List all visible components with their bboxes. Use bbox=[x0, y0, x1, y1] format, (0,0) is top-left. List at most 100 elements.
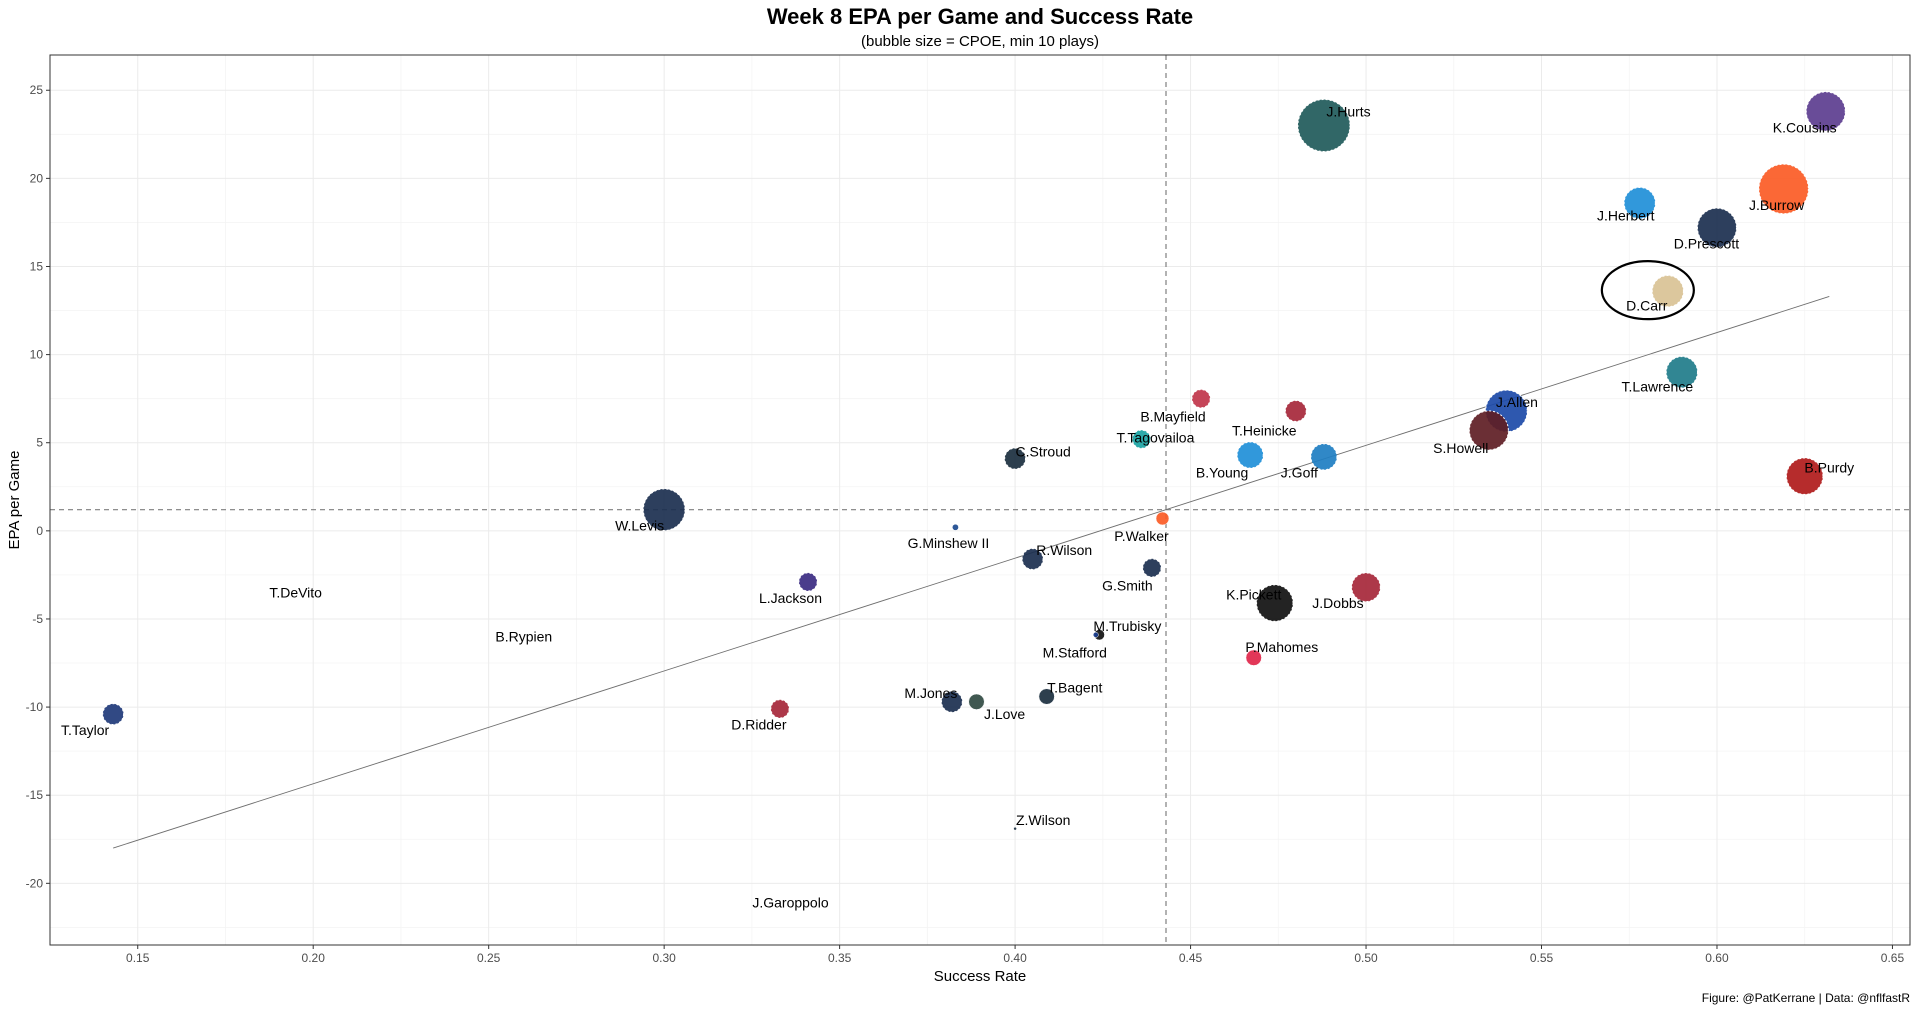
bubble-z-wilson bbox=[1013, 826, 1017, 831]
bubble-t-heinicke bbox=[1284, 400, 1307, 422]
y-tick-label: 10 bbox=[30, 348, 44, 362]
y-axis-title: EPA per Game bbox=[6, 451, 23, 550]
label-t-bagent: T.Bagent bbox=[1047, 680, 1102, 696]
axis-ticks: 0.15 0.20 0.25 0.30 0.35 0.40 0.45 0.50 0.55 0.60… bbox=[26, 83, 1905, 965]
label-t-heinicke: T.Heinicke bbox=[1232, 422, 1297, 438]
label-d-ridder: D.Ridder bbox=[731, 717, 787, 733]
x-tick-label: 0.15 bbox=[126, 951, 150, 965]
bubble-g-smith bbox=[1142, 558, 1162, 578]
chart-subtitle: (bubble size = CPOE, min 10 plays) bbox=[861, 33, 1099, 50]
reference-lines bbox=[50, 55, 1910, 945]
point-labels: J.Hurts K.Cousins J.Burrow J.Herbert D.Presc… bbox=[61, 103, 1854, 910]
label-b-purdy: B.Purdy bbox=[1804, 459, 1854, 475]
x-axis-title: Success Rate bbox=[934, 968, 1027, 985]
chart-title: Week 8 EPA per Game and Success Rate bbox=[767, 4, 1193, 29]
bubble-t-lawrence bbox=[1665, 356, 1698, 389]
y-tick-label: -20 bbox=[26, 876, 44, 890]
x-tick-label: 0.45 bbox=[1179, 951, 1203, 965]
bubble-s-howell bbox=[1468, 410, 1509, 451]
label-j-herbert: J.Herbert bbox=[1597, 207, 1655, 223]
label-m-trubisky: M.Trubisky bbox=[1093, 618, 1161, 634]
x-tick-label: 0.25 bbox=[477, 951, 501, 965]
label-t-lawrence: T.Lawrence bbox=[1622, 378, 1694, 394]
bubble-l-jackson bbox=[798, 572, 818, 592]
label-l-jackson: L.Jackson bbox=[759, 590, 822, 606]
label-b-rypien: B.Rypien bbox=[495, 629, 552, 645]
label-d-carr: D.Carr bbox=[1626, 297, 1668, 313]
bubble-g-minshew-ii bbox=[952, 523, 959, 531]
label-t-devito: T.DeVito bbox=[269, 585, 322, 601]
label-g-minshew-ii: G.Minshew II bbox=[908, 535, 990, 551]
label-p-mahomes: P.Mahomes bbox=[1245, 639, 1318, 655]
bubble-b-mayfield bbox=[1191, 389, 1211, 409]
bubble-j-hurts bbox=[1297, 98, 1351, 152]
label-s-howell: S.Howell bbox=[1433, 440, 1488, 456]
plot-area bbox=[50, 55, 1910, 945]
chart-caption: Figure: @PatKerrane | Data: @nflfastR bbox=[1702, 991, 1911, 1005]
label-b-young: B.Young bbox=[1196, 465, 1248, 481]
bubble-m-stafford bbox=[1092, 631, 1099, 638]
label-b-mayfield: B.Mayfield bbox=[1140, 408, 1205, 424]
x-tick-label: 0.20 bbox=[302, 951, 326, 965]
grid-lines bbox=[50, 55, 1910, 945]
x-tick-label: 0.65 bbox=[1881, 951, 1905, 965]
plot-border bbox=[49, 54, 1911, 946]
label-z-wilson: Z.Wilson bbox=[1016, 812, 1070, 828]
bubble-m-jones bbox=[941, 690, 963, 713]
label-d-prescott: D.Prescott bbox=[1674, 236, 1739, 252]
label-j-garoppolo: J.Garoppolo bbox=[752, 895, 828, 911]
bubble-w-levis bbox=[642, 488, 686, 531]
y-tick-label: 15 bbox=[30, 259, 44, 273]
label-j-hurts: J.Hurts bbox=[1326, 103, 1370, 119]
label-t-tagovailoa: T.Tagovailoa bbox=[1117, 429, 1195, 445]
bubble-p-mahomes bbox=[1245, 649, 1262, 666]
highlight-ellipse bbox=[1600, 260, 1695, 321]
y-tick-label: 25 bbox=[30, 83, 44, 97]
x-tick-label: 0.55 bbox=[1530, 951, 1554, 965]
x-tick-label: 0.35 bbox=[828, 951, 852, 965]
bubble-d-ridder bbox=[770, 699, 790, 719]
y-tick-label: 5 bbox=[36, 436, 43, 450]
x-tick-label: 0.50 bbox=[1354, 951, 1378, 965]
label-j-dobbs: J.Dobbs bbox=[1312, 595, 1363, 611]
x-tick-label: 0.30 bbox=[652, 951, 676, 965]
bubble-d-prescott bbox=[1696, 207, 1737, 248]
bubble-b-young bbox=[1236, 441, 1264, 469]
data-points bbox=[102, 91, 1846, 831]
bubble-d-carr bbox=[1651, 275, 1684, 308]
bubble-t-tagovailoa bbox=[1131, 429, 1152, 449]
label-w-levis: W.Levis bbox=[615, 518, 664, 534]
bubble-b-purdy bbox=[1786, 457, 1824, 495]
y-tick-label: 20 bbox=[30, 171, 44, 185]
label-j-goff: J.Goff bbox=[1281, 465, 1318, 481]
label-j-love: J.Love bbox=[984, 706, 1025, 722]
y-tick-label: 0 bbox=[36, 524, 43, 538]
label-j-allen: J.Allen bbox=[1496, 394, 1538, 410]
bubble-t-bagent bbox=[1038, 688, 1055, 705]
y-tick-label: -15 bbox=[26, 788, 44, 802]
bubble-r-wilson bbox=[1021, 548, 1044, 570]
x-tick-label: 0.40 bbox=[1003, 951, 1027, 965]
bubble-c-stroud bbox=[1004, 447, 1026, 470]
label-m-jones: M.Jones bbox=[904, 685, 957, 701]
label-r-wilson: R.Wilson bbox=[1036, 542, 1092, 558]
label-m-stafford: M.Stafford bbox=[1043, 644, 1107, 660]
bubble-j-herbert bbox=[1623, 186, 1656, 220]
x-tick-label: 0.60 bbox=[1705, 951, 1729, 965]
bubble-j-burrow bbox=[1758, 163, 1809, 215]
label-t-taylor: T.Taylor bbox=[61, 722, 110, 738]
bubble-j-dobbs bbox=[1351, 572, 1381, 603]
label-k-pickett: K.Pickett bbox=[1226, 586, 1281, 602]
label-p-walker: P.Walker bbox=[1114, 528, 1169, 544]
y-tick-label: -10 bbox=[26, 700, 44, 714]
trend-line bbox=[113, 296, 1830, 849]
y-tick-label: -5 bbox=[32, 612, 43, 626]
bubble-t-taylor bbox=[102, 703, 125, 726]
bubble-j-goff bbox=[1310, 443, 1338, 471]
bubble-k-cousins bbox=[1805, 91, 1846, 132]
bubble-p-walker bbox=[1155, 511, 1170, 526]
bubble-k-pickett bbox=[1256, 584, 1294, 622]
label-k-cousins: K.Cousins bbox=[1773, 119, 1837, 135]
